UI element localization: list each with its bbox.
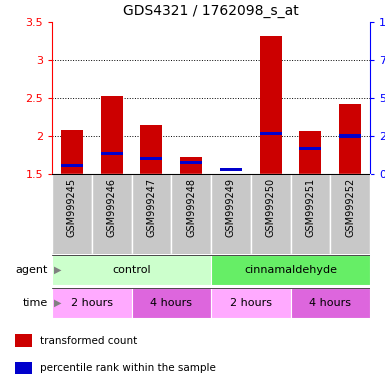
Bar [101,96,122,174]
Bar [132,288,211,318]
Bar [15,362,32,374]
Text: control: control [112,265,151,275]
Bar [300,147,321,150]
Bar [220,168,242,171]
Bar [132,174,171,254]
Text: GSM999252: GSM999252 [345,178,355,237]
Bar [260,132,281,135]
Bar [92,174,132,254]
Text: agent: agent [16,265,48,275]
Text: 2 hours: 2 hours [230,298,272,308]
Text: ▶: ▶ [54,298,62,308]
Bar [61,130,83,174]
Bar [171,174,211,254]
Text: GSM999248: GSM999248 [186,178,196,237]
Bar [260,36,281,174]
Text: cinnamaldehyde: cinnamaldehyde [244,265,337,275]
Bar [52,174,92,254]
Text: 2 hours: 2 hours [71,298,113,308]
Text: GSM999246: GSM999246 [107,178,117,237]
Bar [180,161,202,164]
Text: 4 hours: 4 hours [309,298,351,308]
Bar [339,134,361,137]
Bar [300,131,321,174]
Text: GSM999245: GSM999245 [67,178,77,237]
Bar [52,288,132,318]
Text: ▶: ▶ [54,265,62,275]
Bar [211,174,251,254]
Bar [291,288,370,318]
Text: percentile rank within the sample: percentile rank within the sample [40,363,216,373]
Bar [339,104,361,174]
Bar [52,255,211,285]
Bar [330,174,370,254]
Text: GSM999250: GSM999250 [266,178,276,237]
Bar [180,157,202,174]
Text: GSM999251: GSM999251 [305,178,315,237]
Bar [15,334,32,347]
Bar [211,288,291,318]
Bar [61,164,83,167]
Text: GSM999249: GSM999249 [226,178,236,237]
Text: 4 hours: 4 hours [150,298,192,308]
Bar [101,152,122,155]
Bar [251,174,291,254]
Bar [141,124,162,174]
Bar [141,157,162,161]
Text: GDS4321 / 1762098_s_at: GDS4321 / 1762098_s_at [123,4,299,18]
Bar [211,255,370,285]
Text: transformed count: transformed count [40,336,137,346]
Bar [291,174,330,254]
Text: time: time [23,298,48,308]
Text: GSM999247: GSM999247 [146,178,156,237]
